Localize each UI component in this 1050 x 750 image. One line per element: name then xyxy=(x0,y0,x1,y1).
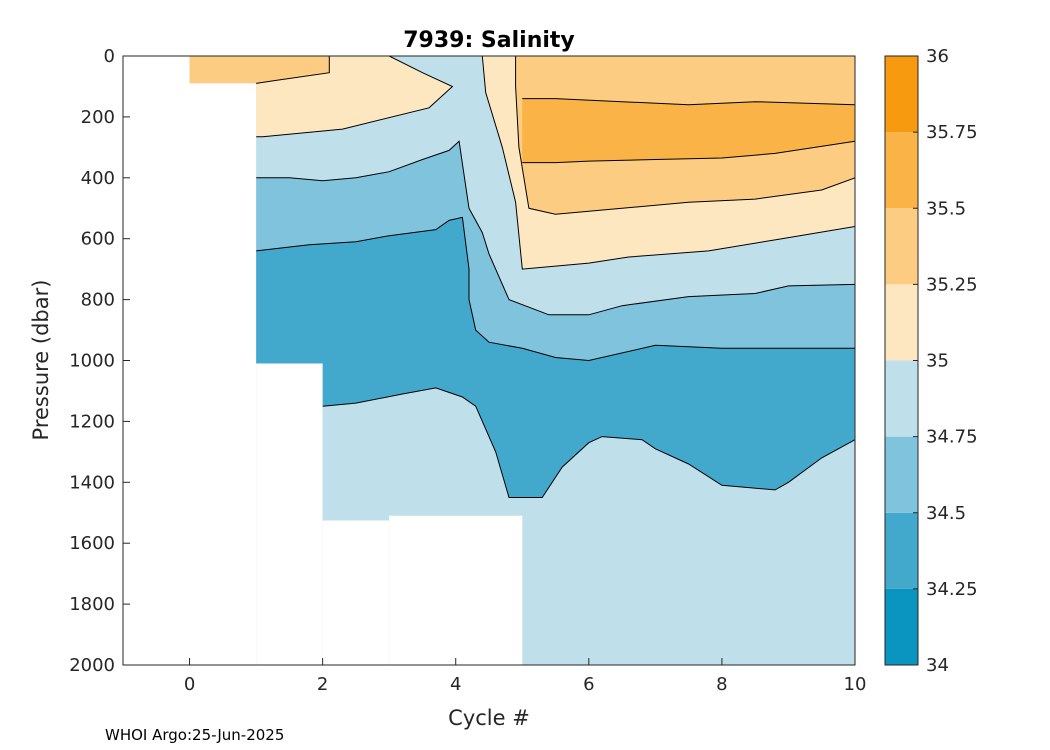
colorbar-swatch xyxy=(885,132,918,209)
x-axis: 0 2 4 6 8 10 xyxy=(184,658,867,695)
y-tick-label: 1000 xyxy=(69,351,115,372)
footer-credit: WHOI Argo:25-Jun-2025 xyxy=(105,726,284,744)
x-axis-label: Cycle # xyxy=(448,706,530,730)
no-data-mask xyxy=(389,515,523,665)
contour-region-35.25-35.5 xyxy=(189,56,330,84)
contour-line-34.5 xyxy=(256,216,855,362)
colorbar: 34 34.25 34.5 34.75 35 35.25 35.5 35.75 36 xyxy=(884,46,978,676)
colorbar-swatch xyxy=(885,56,918,133)
colorbar-tick-label: 35 xyxy=(926,351,949,372)
colorbar-swatch xyxy=(885,512,918,589)
colorbar-tick-label: 34.5 xyxy=(926,503,966,524)
contour-line-35 xyxy=(256,56,454,138)
y-axis: 0 200 400 600 800 1000 1200 1400 1600 1800 2000 xyxy=(69,46,130,676)
colorbar-tick-label: 35.75 xyxy=(926,122,978,143)
y-tick-label: 0 xyxy=(104,46,115,67)
colorbar-tick-label: 34.75 xyxy=(926,427,978,448)
colorbar-swatch xyxy=(885,588,918,665)
colorbar-tick-label: 34 xyxy=(926,655,949,676)
x-tick-label: 6 xyxy=(583,674,594,695)
contour-line-layer xyxy=(256,56,855,498)
contour-line-35.25 xyxy=(515,56,855,215)
x-tick-label: 10 xyxy=(844,674,867,695)
contour-line-34.5 xyxy=(322,387,855,498)
colorbar-swatch xyxy=(885,284,918,361)
x-tick-label: 0 xyxy=(184,674,195,695)
colorbar-tick-label: 35.5 xyxy=(926,198,966,219)
y-tick-label: 600 xyxy=(81,229,115,250)
contour-line-35 xyxy=(481,56,855,270)
contour-region-34.25-34.5 xyxy=(256,217,855,498)
x-tick-label: 8 xyxy=(716,674,727,695)
colorbar-tick-label: 35.25 xyxy=(926,274,978,295)
y-tick-label: 800 xyxy=(81,290,115,311)
y-tick-label: 1800 xyxy=(69,594,115,615)
x-tick-label: 4 xyxy=(450,674,461,695)
y-axis-label: Pressure (dbar) xyxy=(29,280,53,441)
y-tick-label: 1200 xyxy=(69,411,115,432)
colorbar-tick-label: 34.25 xyxy=(926,579,978,600)
no-data-mask xyxy=(322,520,390,665)
colorbar-swatch xyxy=(885,360,918,437)
contour-region-34.75-35 xyxy=(708,654,822,665)
contour-fill-layer xyxy=(189,56,855,665)
y-tick-label: 200 xyxy=(81,107,115,128)
y-tick-label: 400 xyxy=(81,168,115,189)
no-data-mask-layer xyxy=(123,56,523,665)
no-data-mask xyxy=(256,363,323,665)
x-tick-label: 2 xyxy=(317,674,328,695)
contour-line-35.5 xyxy=(522,98,855,106)
contour-region-35.5-35.75 xyxy=(522,98,855,163)
no-data-mask xyxy=(123,56,190,665)
no-data-mask xyxy=(189,83,257,665)
contour-line-35.5 xyxy=(522,140,855,164)
y-tick-label: 1400 xyxy=(69,472,115,493)
contour-line-34.75 xyxy=(256,140,855,316)
colorbar-swatch xyxy=(885,436,918,513)
colorbar-tick-label: 36 xyxy=(926,46,949,67)
colorbar-swatch xyxy=(885,208,918,285)
contour-line-35.25 xyxy=(256,56,330,84)
y-tick-label: 1600 xyxy=(69,533,115,554)
chart-title: 7939: Salinity xyxy=(403,28,575,53)
plot-area xyxy=(123,56,855,665)
y-tick-label: 2000 xyxy=(69,655,115,676)
